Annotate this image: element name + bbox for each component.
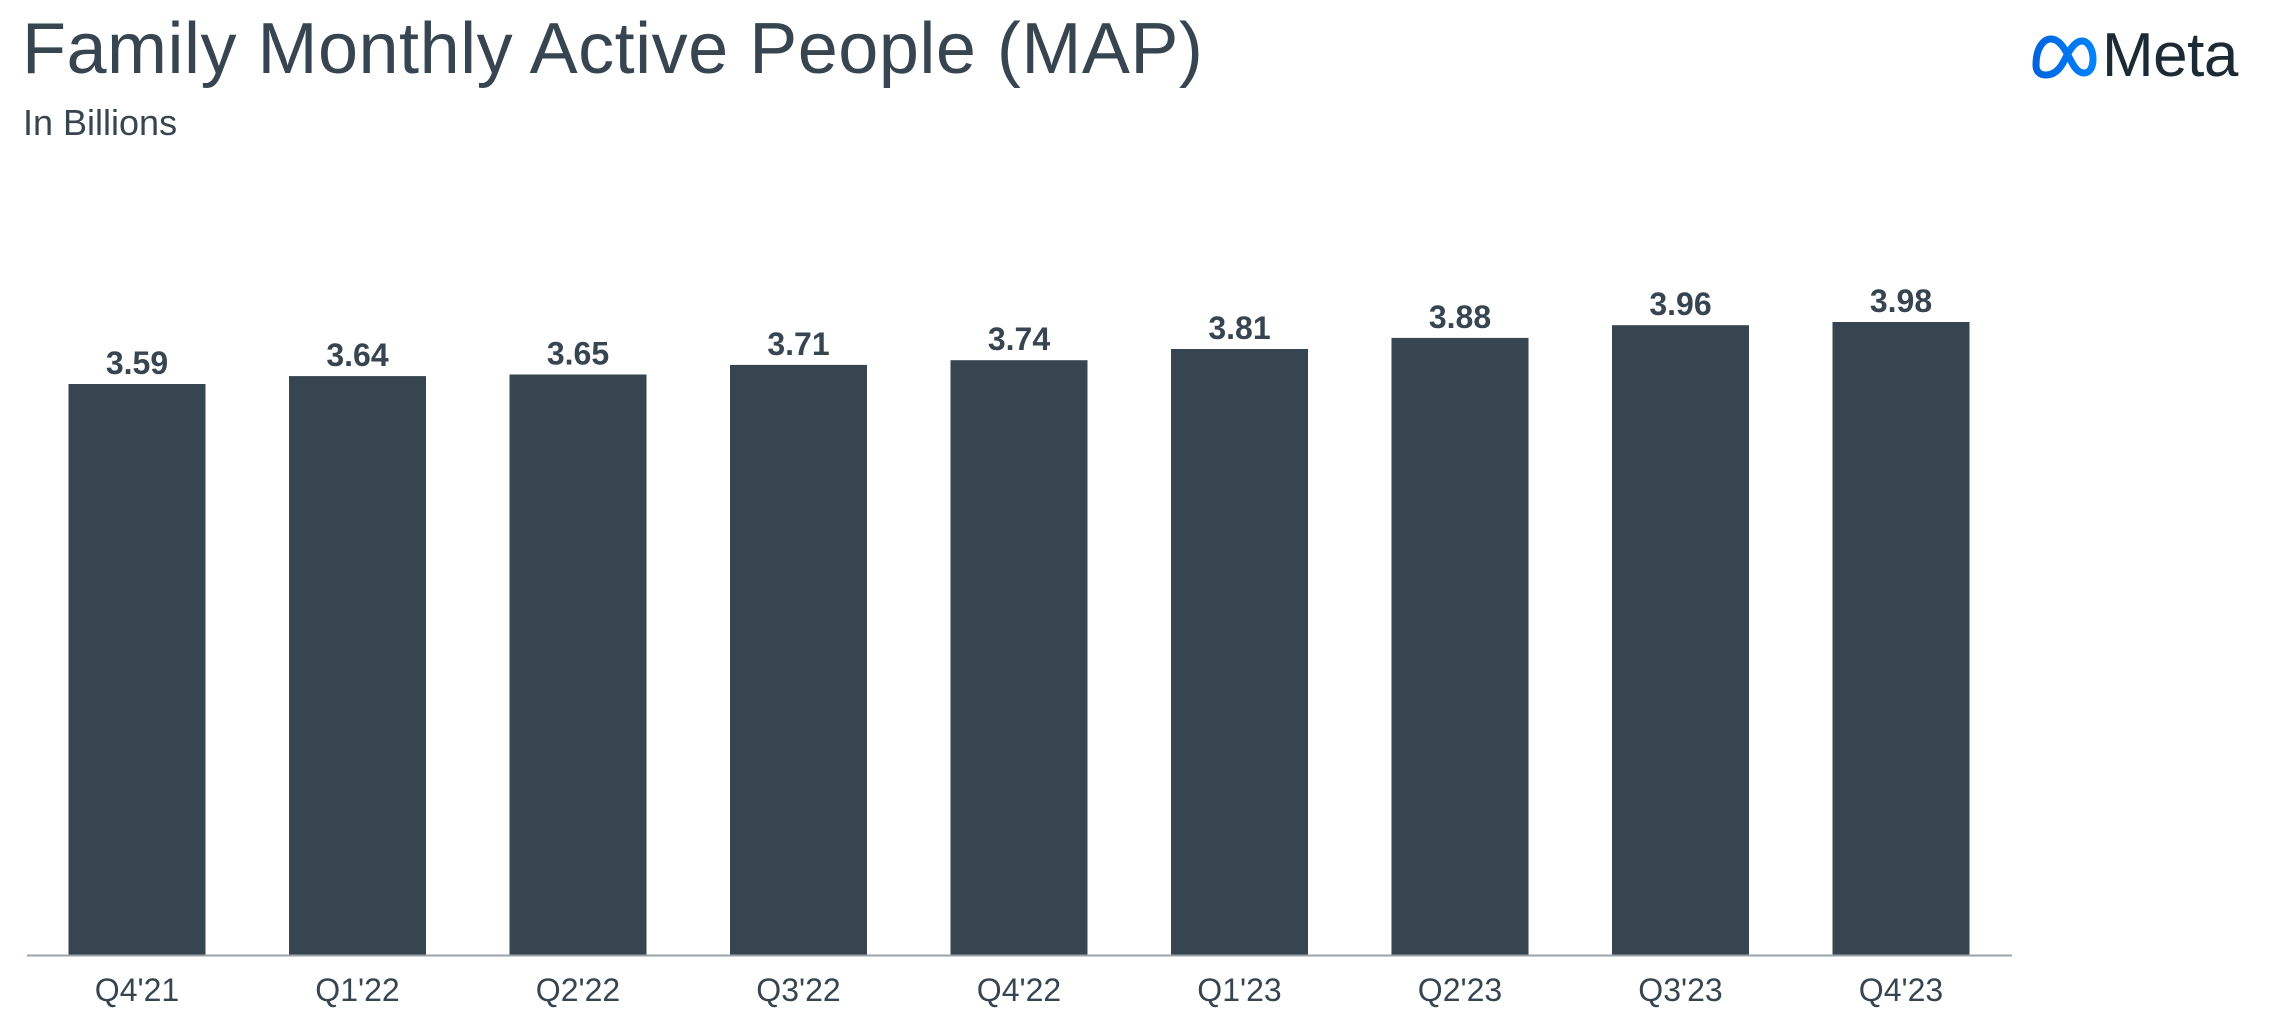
data-label-6: 3.88 xyxy=(1429,299,1491,335)
x-tick-label-4: Q4'22 xyxy=(977,972,1061,1008)
x-tick-label-0: Q4'21 xyxy=(95,972,179,1008)
x-tick-label-8: Q4'23 xyxy=(1859,972,1943,1008)
bar-3 xyxy=(730,364,867,955)
data-label-8: 3.98 xyxy=(1870,283,1932,319)
chart-subtitle: In Billions xyxy=(23,102,178,143)
data-label-2: 3.65 xyxy=(547,336,609,372)
meta-infinity-logo-icon xyxy=(2032,35,2097,79)
bar-5 xyxy=(1171,349,1308,955)
bar-6 xyxy=(1391,337,1529,955)
meta-logo: Meta xyxy=(2030,21,2238,90)
bar-4 xyxy=(950,360,1088,955)
data-label-0: 3.59 xyxy=(106,345,168,381)
data-label-5: 3.81 xyxy=(1208,310,1270,346)
bar-2 xyxy=(509,374,647,955)
x-tick-label-3: Q3'22 xyxy=(756,972,840,1008)
data-label-3: 3.71 xyxy=(767,326,829,362)
bar-8 xyxy=(1832,322,1970,955)
data-label-4: 3.74 xyxy=(988,321,1050,357)
bar-7 xyxy=(1612,325,1749,955)
x-tick-label-2: Q2'22 xyxy=(536,972,620,1008)
bar-1 xyxy=(289,376,426,956)
x-tick-label-5: Q1'23 xyxy=(1197,972,1281,1008)
x-tick-label-6: Q2'23 xyxy=(1418,972,1502,1008)
x-tick-label-1: Q1'22 xyxy=(315,972,399,1008)
x-tick-label-7: Q3'23 xyxy=(1638,972,1722,1008)
data-label-1: 3.64 xyxy=(326,337,388,373)
data-label-7: 3.96 xyxy=(1649,286,1711,322)
chart-title: Family Monthly Active People (MAP) xyxy=(22,9,1204,89)
meta-logo-text: Meta xyxy=(2102,21,2238,90)
bar-0 xyxy=(68,384,206,955)
